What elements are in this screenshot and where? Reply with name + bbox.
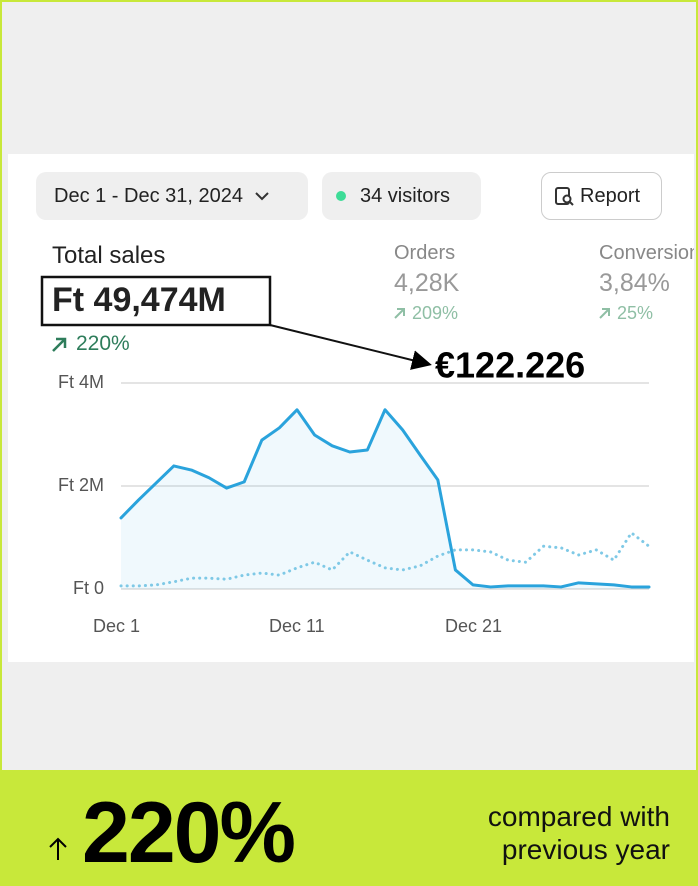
x-tick-label: Dec 21 <box>445 616 502 636</box>
metric-label: Conversion <box>599 242 694 264</box>
report-icon <box>555 187 574 206</box>
banner: 220% compared with previous year <box>2 770 696 884</box>
area <box>121 409 649 589</box>
metric-label: Total sales <box>52 242 166 269</box>
dashboard-card: Dec 1 - Dec 31, 2024 34 visitors Report … <box>8 154 694 662</box>
y-tick-label: Ft 4M <box>58 372 104 392</box>
date-filter[interactable]: Dec 1 - Dec 31, 2024 <box>36 172 308 220</box>
metric-change: 220% <box>50 332 130 356</box>
metric-change: 209% <box>393 303 458 324</box>
annotation-arrow <box>269 324 432 370</box>
up-arrow <box>52 337 67 352</box>
date-range: Dec 1 - Dec 31, 2024 <box>54 184 243 207</box>
chevron-icon <box>255 192 269 201</box>
line <box>119 408 651 589</box>
highlight-box <box>40 275 272 327</box>
up-arrow <box>49 837 67 860</box>
change-text: 220% <box>76 332 130 355</box>
x-tick-label: Dec 11 <box>269 616 325 636</box>
live-dot <box>336 191 346 201</box>
change-text: 25% <box>617 303 654 323</box>
metric-change: 25% <box>598 303 653 324</box>
metric-value: 3,84% <box>599 269 670 297</box>
y-tick-label: Ft 0 <box>73 578 104 598</box>
line <box>119 531 651 588</box>
visitors: 34 visitors <box>360 184 451 207</box>
banner-text: compared with previous year <box>487 801 670 865</box>
metric-value: 4,28K <box>394 269 460 297</box>
annotation: €122.226 <box>435 345 585 386</box>
up-arrow <box>394 308 405 319</box>
report-label: Report <box>580 184 641 207</box>
change-text: 209% <box>412 303 459 323</box>
banner-value: 220% <box>82 785 296 881</box>
report-button[interactable]: Report <box>541 172 662 220</box>
y-tick-label: Ft 2M <box>58 475 104 495</box>
metric-value: Ft 49,474M <box>52 281 226 319</box>
up-arrow <box>599 308 610 319</box>
x-tick-label: Dec 1 <box>93 616 140 636</box>
visitors-pill[interactable]: 34 visitors <box>322 172 481 220</box>
metric-label: Orders <box>394 242 456 264</box>
